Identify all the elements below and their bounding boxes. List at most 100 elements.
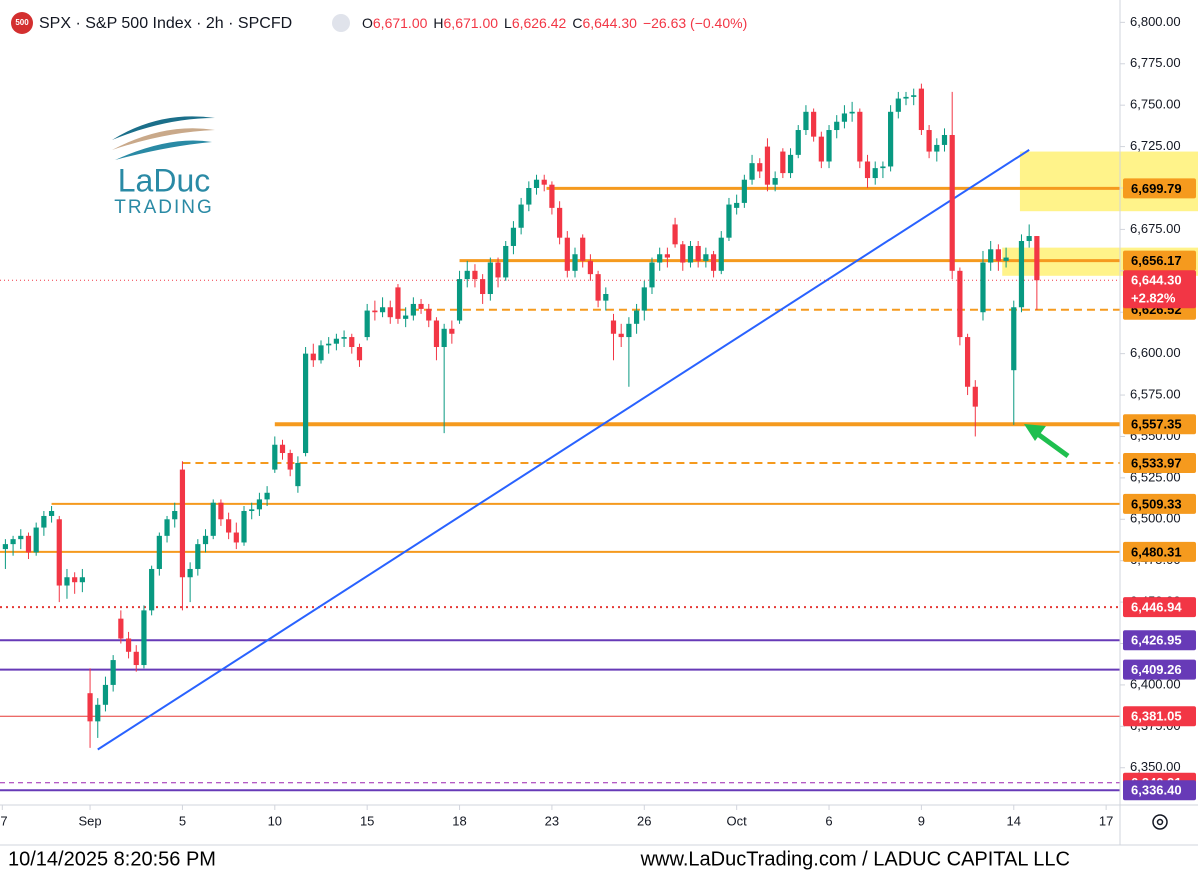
ohlc-key: O — [362, 15, 373, 31]
candle-body — [764, 146, 771, 185]
y-tick-label: 6,775.00 — [1130, 55, 1181, 70]
candle-body — [72, 577, 78, 583]
candle-body — [48, 510, 55, 516]
candle-body — [318, 345, 324, 361]
candle-body — [633, 310, 640, 324]
candle-body — [333, 338, 339, 344]
x-tick-label: 6 — [825, 813, 832, 828]
price-label-bg — [1123, 706, 1196, 727]
candle-body — [980, 262, 986, 313]
candle-body — [18, 535, 24, 540]
badge-text: 500 — [15, 18, 29, 27]
footer-site: www.LaDucTrading.com / LADUC CAPITAL LLC — [640, 848, 1070, 870]
x-tick-label: 18 — [452, 813, 466, 828]
status-dot — [332, 14, 350, 32]
candle-body — [710, 254, 717, 271]
price-label-bg — [1123, 178, 1196, 199]
logo-wave — [115, 140, 212, 160]
candle-body — [480, 279, 486, 295]
candle-body — [941, 134, 948, 145]
candle-body — [995, 249, 1001, 261]
candle-body — [895, 98, 901, 112]
last-price-label: 6,644.30 — [1131, 273, 1182, 288]
x-tick-label: 5 — [179, 813, 186, 828]
candle-body — [1018, 241, 1025, 308]
candle-body — [102, 684, 109, 705]
candle-body — [864, 161, 871, 179]
candle-body — [472, 270, 478, 280]
candle-body — [703, 254, 709, 261]
price-label-bg — [1123, 250, 1196, 271]
candle-body — [780, 151, 786, 174]
candle-body — [757, 163, 763, 172]
candle-body — [2, 544, 8, 550]
candle-body — [964, 337, 971, 387]
candle-body — [202, 535, 209, 545]
x-tick-label: 26 — [637, 813, 651, 828]
candle-body — [249, 509, 255, 511]
candle-body — [826, 130, 832, 162]
ohlc-key: H — [433, 15, 443, 31]
candle-body — [972, 386, 978, 407]
candle-body — [210, 502, 216, 536]
symbol-title[interactable]: SPX · S&P 500 Index · 2h · SPCFD — [39, 15, 292, 32]
x-tick-label: 15 — [360, 813, 374, 828]
price-label: 6,446.94 — [1131, 600, 1182, 615]
candle-body — [310, 353, 316, 361]
candle-body — [610, 320, 617, 334]
y-tick-label: 6,400.00 — [1130, 676, 1181, 691]
candle-body — [1011, 307, 1017, 371]
y-tick-label: 6,750.00 — [1130, 97, 1181, 112]
candle-body — [526, 187, 532, 205]
candle-body — [618, 333, 624, 338]
candle-body — [56, 519, 62, 586]
ohlc-value: 6,671.00 — [444, 15, 499, 31]
candle-body — [911, 95, 917, 97]
candle-body — [818, 136, 824, 162]
plot-area — [0, 83, 1198, 792]
candle-body — [456, 279, 463, 321]
y-tick-label: 6,575.00 — [1130, 386, 1181, 401]
candle-body — [341, 337, 347, 339]
ohlc-change: −26.63 (−0.40%) — [643, 15, 747, 31]
candle-body — [918, 88, 925, 131]
candle-body — [557, 207, 563, 238]
candle-body — [10, 539, 16, 545]
logo-sub: TRADING — [114, 197, 214, 218]
candle-body — [164, 519, 170, 536]
logo-name: LaDuc — [118, 162, 211, 198]
candle-body — [464, 270, 470, 280]
candle-body — [687, 245, 694, 263]
x-tick-label: Oct — [727, 813, 748, 828]
candle-body — [580, 237, 586, 261]
candle-body — [803, 111, 809, 131]
candle-body — [664, 254, 670, 258]
candle-body — [25, 535, 32, 553]
candle-body — [487, 262, 493, 295]
candle-body — [811, 111, 817, 137]
trendline — [97, 149, 1030, 751]
candle-body — [41, 515, 47, 528]
last-price-label-bg — [1123, 270, 1196, 309]
candle-body — [549, 184, 555, 208]
candle-body — [841, 113, 848, 122]
candle-body — [872, 168, 878, 179]
candle-body — [156, 535, 162, 569]
candle-body — [449, 328, 455, 334]
price-label: 6,509.33 — [1131, 496, 1182, 511]
candle-body — [749, 163, 755, 180]
ohlc-header: O6,671.00 H6,671.00 L6,626.42 C6,644.30 −26.… — [362, 15, 747, 31]
candle-body — [726, 204, 732, 238]
ohlc-key: C — [572, 15, 582, 31]
candle-body — [241, 510, 247, 543]
y-tick-label: 6,600.00 — [1130, 345, 1181, 360]
candle-body — [988, 249, 994, 263]
price-label: 6,336.40 — [1131, 783, 1182, 798]
x-tick-label: 17 — [1099, 813, 1113, 828]
header-bg — [0, 6, 830, 40]
ohlc-value: 6,626.42 — [512, 15, 567, 31]
settings-icon[interactable] — [1152, 814, 1168, 830]
